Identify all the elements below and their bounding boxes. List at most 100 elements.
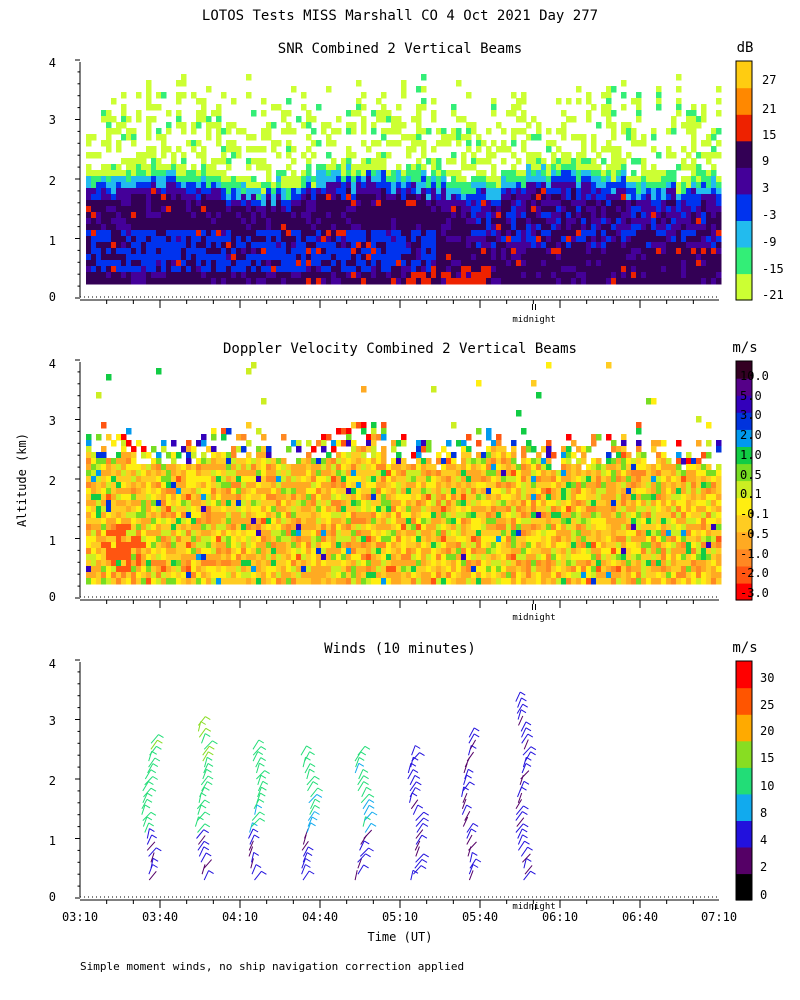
snr-cell	[656, 236, 662, 243]
snr-cell	[556, 200, 562, 207]
doppler-cell	[431, 518, 437, 525]
snr-cell	[221, 236, 227, 243]
snr-cell	[466, 92, 472, 99]
doppler-cell	[156, 476, 162, 483]
doppler-cell	[471, 524, 477, 531]
snr-cell	[376, 182, 382, 189]
doppler-cell	[416, 488, 422, 495]
doppler-cell	[201, 458, 207, 465]
snr-cell	[596, 206, 602, 213]
doppler-cell	[446, 500, 452, 507]
snr-cell	[126, 254, 132, 261]
snr-cell	[641, 224, 647, 231]
snr-cell	[531, 278, 537, 285]
snr-cell	[531, 170, 537, 177]
doppler-cell	[201, 500, 207, 507]
doppler-cell	[91, 464, 97, 471]
doppler-cell	[121, 488, 127, 495]
snr-cell	[146, 248, 152, 255]
doppler-cell	[251, 560, 257, 567]
doppler-cell	[291, 470, 297, 477]
doppler-cell	[401, 530, 407, 537]
snr-cell	[356, 110, 362, 117]
snr-cell	[386, 242, 392, 249]
snr-cell	[121, 242, 127, 249]
snr-cell	[401, 188, 407, 195]
snr-cell	[111, 218, 117, 225]
snr-cell	[556, 254, 562, 261]
doppler-cell	[216, 536, 222, 543]
snr-cell	[566, 116, 572, 123]
snr-cell	[386, 170, 392, 177]
doppler-cell	[296, 560, 302, 567]
doppler-cell	[361, 548, 367, 555]
doppler-cell	[271, 560, 277, 567]
doppler-cell	[356, 524, 362, 531]
snr-cell	[291, 248, 297, 255]
doppler-cell	[216, 452, 222, 459]
snr-cell	[411, 182, 417, 189]
doppler-cell	[486, 464, 492, 471]
snr-cell	[146, 266, 152, 273]
snr-cell	[591, 248, 597, 255]
snr-cell	[131, 266, 137, 273]
snr-cell	[121, 110, 127, 117]
doppler-cell	[106, 542, 112, 549]
snr-cell	[416, 116, 422, 123]
doppler-cell	[186, 512, 192, 519]
snr-cell	[566, 200, 572, 207]
snr-cell	[441, 248, 447, 255]
doppler-cell	[451, 458, 457, 465]
snr-cell	[96, 206, 102, 213]
snr-cell	[221, 182, 227, 189]
snr-cell	[121, 266, 127, 273]
snr-cell	[186, 272, 192, 279]
snr-cell	[446, 260, 452, 267]
snr-cell	[486, 242, 492, 249]
doppler-cell	[436, 554, 442, 561]
doppler-cell	[86, 458, 92, 465]
doppler-cell	[86, 482, 92, 489]
doppler-cell	[151, 572, 157, 579]
snr-cell	[621, 206, 627, 213]
snr-cell	[456, 218, 462, 225]
snr-cell	[531, 230, 537, 237]
snr-cell	[636, 200, 642, 207]
snr-cell	[711, 176, 717, 183]
snr-cell	[231, 254, 237, 261]
doppler-cell	[416, 548, 422, 555]
snr-color-swatch	[736, 193, 752, 221]
snr-cell	[141, 278, 147, 285]
doppler-cell	[101, 464, 107, 471]
snr-cell	[216, 230, 222, 237]
doppler-cell	[481, 524, 487, 531]
doppler-cell	[351, 464, 357, 471]
doppler-cell	[321, 554, 327, 561]
snr-cell	[296, 116, 302, 123]
doppler-cell	[141, 446, 147, 453]
snr-cell	[716, 98, 722, 105]
snr-cell	[576, 194, 582, 201]
snr-cell	[261, 134, 267, 141]
snr-cell	[146, 224, 152, 231]
snr-cell	[691, 128, 697, 135]
snr-cell	[531, 266, 537, 273]
doppler-cell	[101, 560, 107, 567]
snr-cell	[221, 152, 227, 159]
snr-cell	[641, 200, 647, 207]
doppler-cell	[416, 566, 422, 573]
doppler-cell	[381, 470, 387, 477]
snr-cell	[666, 200, 672, 207]
snr-cell	[436, 242, 442, 249]
snr-cell	[216, 122, 222, 129]
doppler-cell	[86, 452, 92, 459]
doppler-cell	[256, 464, 262, 471]
snr-cell	[176, 236, 182, 243]
snr-cell	[701, 242, 707, 249]
snr-cell	[236, 278, 242, 285]
snr-cell	[331, 254, 337, 261]
doppler-cell	[251, 476, 257, 483]
snr-cell	[441, 200, 447, 207]
snr-cell	[151, 272, 157, 279]
snr-cell	[266, 170, 272, 177]
